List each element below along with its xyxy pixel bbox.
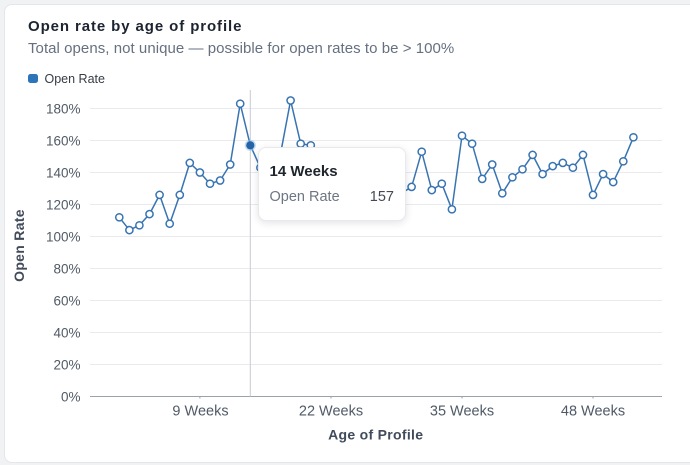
svg-text:180%: 180%: [46, 101, 81, 116]
svg-text:48 Weeks: 48 Weeks: [561, 404, 625, 420]
svg-text:22 Weeks: 22 Weeks: [299, 404, 363, 420]
svg-text:60%: 60%: [53, 293, 80, 308]
svg-text:160%: 160%: [46, 133, 81, 148]
svg-text:140%: 140%: [46, 165, 81, 180]
svg-text:Open Rate: Open Rate: [11, 209, 27, 282]
svg-text:40%: 40%: [53, 325, 80, 340]
svg-text:100%: 100%: [46, 229, 81, 244]
svg-text:9 Weeks: 9 Weeks: [172, 404, 228, 420]
svg-text:35 Weeks: 35 Weeks: [430, 404, 494, 420]
svg-text:20%: 20%: [53, 357, 80, 372]
svg-text:80%: 80%: [53, 261, 80, 276]
svg-text:Age of Profile: Age of Profile: [328, 427, 423, 443]
svg-text:0%: 0%: [61, 389, 81, 404]
svg-text:120%: 120%: [46, 197, 81, 212]
